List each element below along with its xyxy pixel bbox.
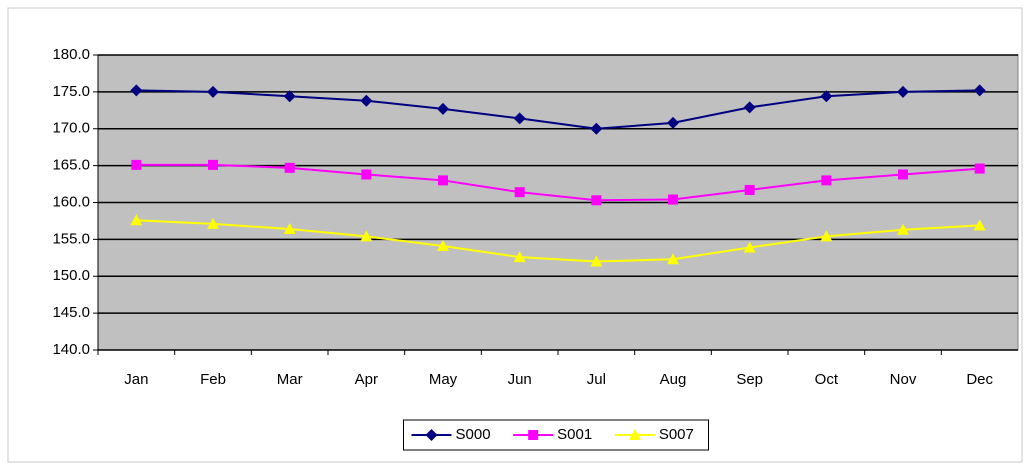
x-tick-label: Jan xyxy=(124,371,148,388)
marker xyxy=(360,94,373,107)
legend-box xyxy=(403,419,709,451)
marker xyxy=(513,112,526,125)
marker xyxy=(208,159,218,170)
x-tick-label: Jul xyxy=(587,371,606,388)
marker xyxy=(743,101,756,114)
x-tick-label: May xyxy=(429,371,458,388)
y-tick-label: 165.0 xyxy=(52,157,90,174)
marker xyxy=(820,230,833,242)
marker xyxy=(973,219,986,231)
x-tick-label: Dec xyxy=(966,371,993,388)
marker xyxy=(130,214,143,226)
y-tick-label: 145.0 xyxy=(52,304,90,321)
y-tick-label: 140.0 xyxy=(52,341,90,358)
legend-label: S000 xyxy=(456,426,491,443)
marker xyxy=(744,184,755,195)
marker xyxy=(131,159,142,170)
marker xyxy=(361,169,372,180)
marker xyxy=(668,194,678,205)
marker xyxy=(360,230,373,242)
legend-marker xyxy=(528,430,539,440)
marker xyxy=(283,90,296,103)
marker xyxy=(437,240,449,252)
y-tick-label: 155.0 xyxy=(52,230,90,247)
y-tick-label: 180.0 xyxy=(52,46,90,63)
x-tick-label: Jun xyxy=(508,371,532,388)
marker xyxy=(283,223,296,235)
marker xyxy=(821,175,832,186)
marker xyxy=(974,163,985,174)
marker xyxy=(743,241,756,253)
series-line xyxy=(136,89,980,130)
series-line xyxy=(136,219,980,263)
x-tick-label: Sep xyxy=(736,371,763,388)
x-tick-label: Apr xyxy=(355,371,378,388)
x-tick-label: Feb xyxy=(200,371,226,388)
marker xyxy=(590,122,603,135)
marker xyxy=(897,85,909,98)
y-tick-label: 170.0 xyxy=(52,120,90,137)
marker xyxy=(591,195,602,206)
marker xyxy=(284,162,295,173)
marker xyxy=(820,90,833,103)
marker xyxy=(973,84,986,97)
y-tick-label: 150.0 xyxy=(52,267,90,284)
marker xyxy=(207,85,219,98)
marker xyxy=(207,217,219,229)
marker xyxy=(437,102,449,115)
marker xyxy=(667,253,679,265)
x-tick-label: Nov xyxy=(890,371,917,388)
legend-marker xyxy=(425,429,438,441)
marker xyxy=(514,187,525,198)
marker xyxy=(130,84,143,97)
marker xyxy=(897,223,909,235)
x-tick-label: Oct xyxy=(815,371,839,388)
marker xyxy=(590,255,603,267)
series-line xyxy=(136,163,980,202)
legend-label: S001 xyxy=(557,426,592,443)
legend-marker xyxy=(628,429,641,440)
y-tick-label: 175.0 xyxy=(52,83,90,100)
y-tick-label: 160.0 xyxy=(52,193,90,210)
legend-label: S007 xyxy=(659,426,694,443)
marker xyxy=(667,116,679,129)
x-tick-label: Aug xyxy=(660,371,687,388)
marker xyxy=(438,175,448,186)
marker xyxy=(898,169,908,180)
x-tick-label: Mar xyxy=(277,371,303,388)
marker xyxy=(513,251,526,263)
